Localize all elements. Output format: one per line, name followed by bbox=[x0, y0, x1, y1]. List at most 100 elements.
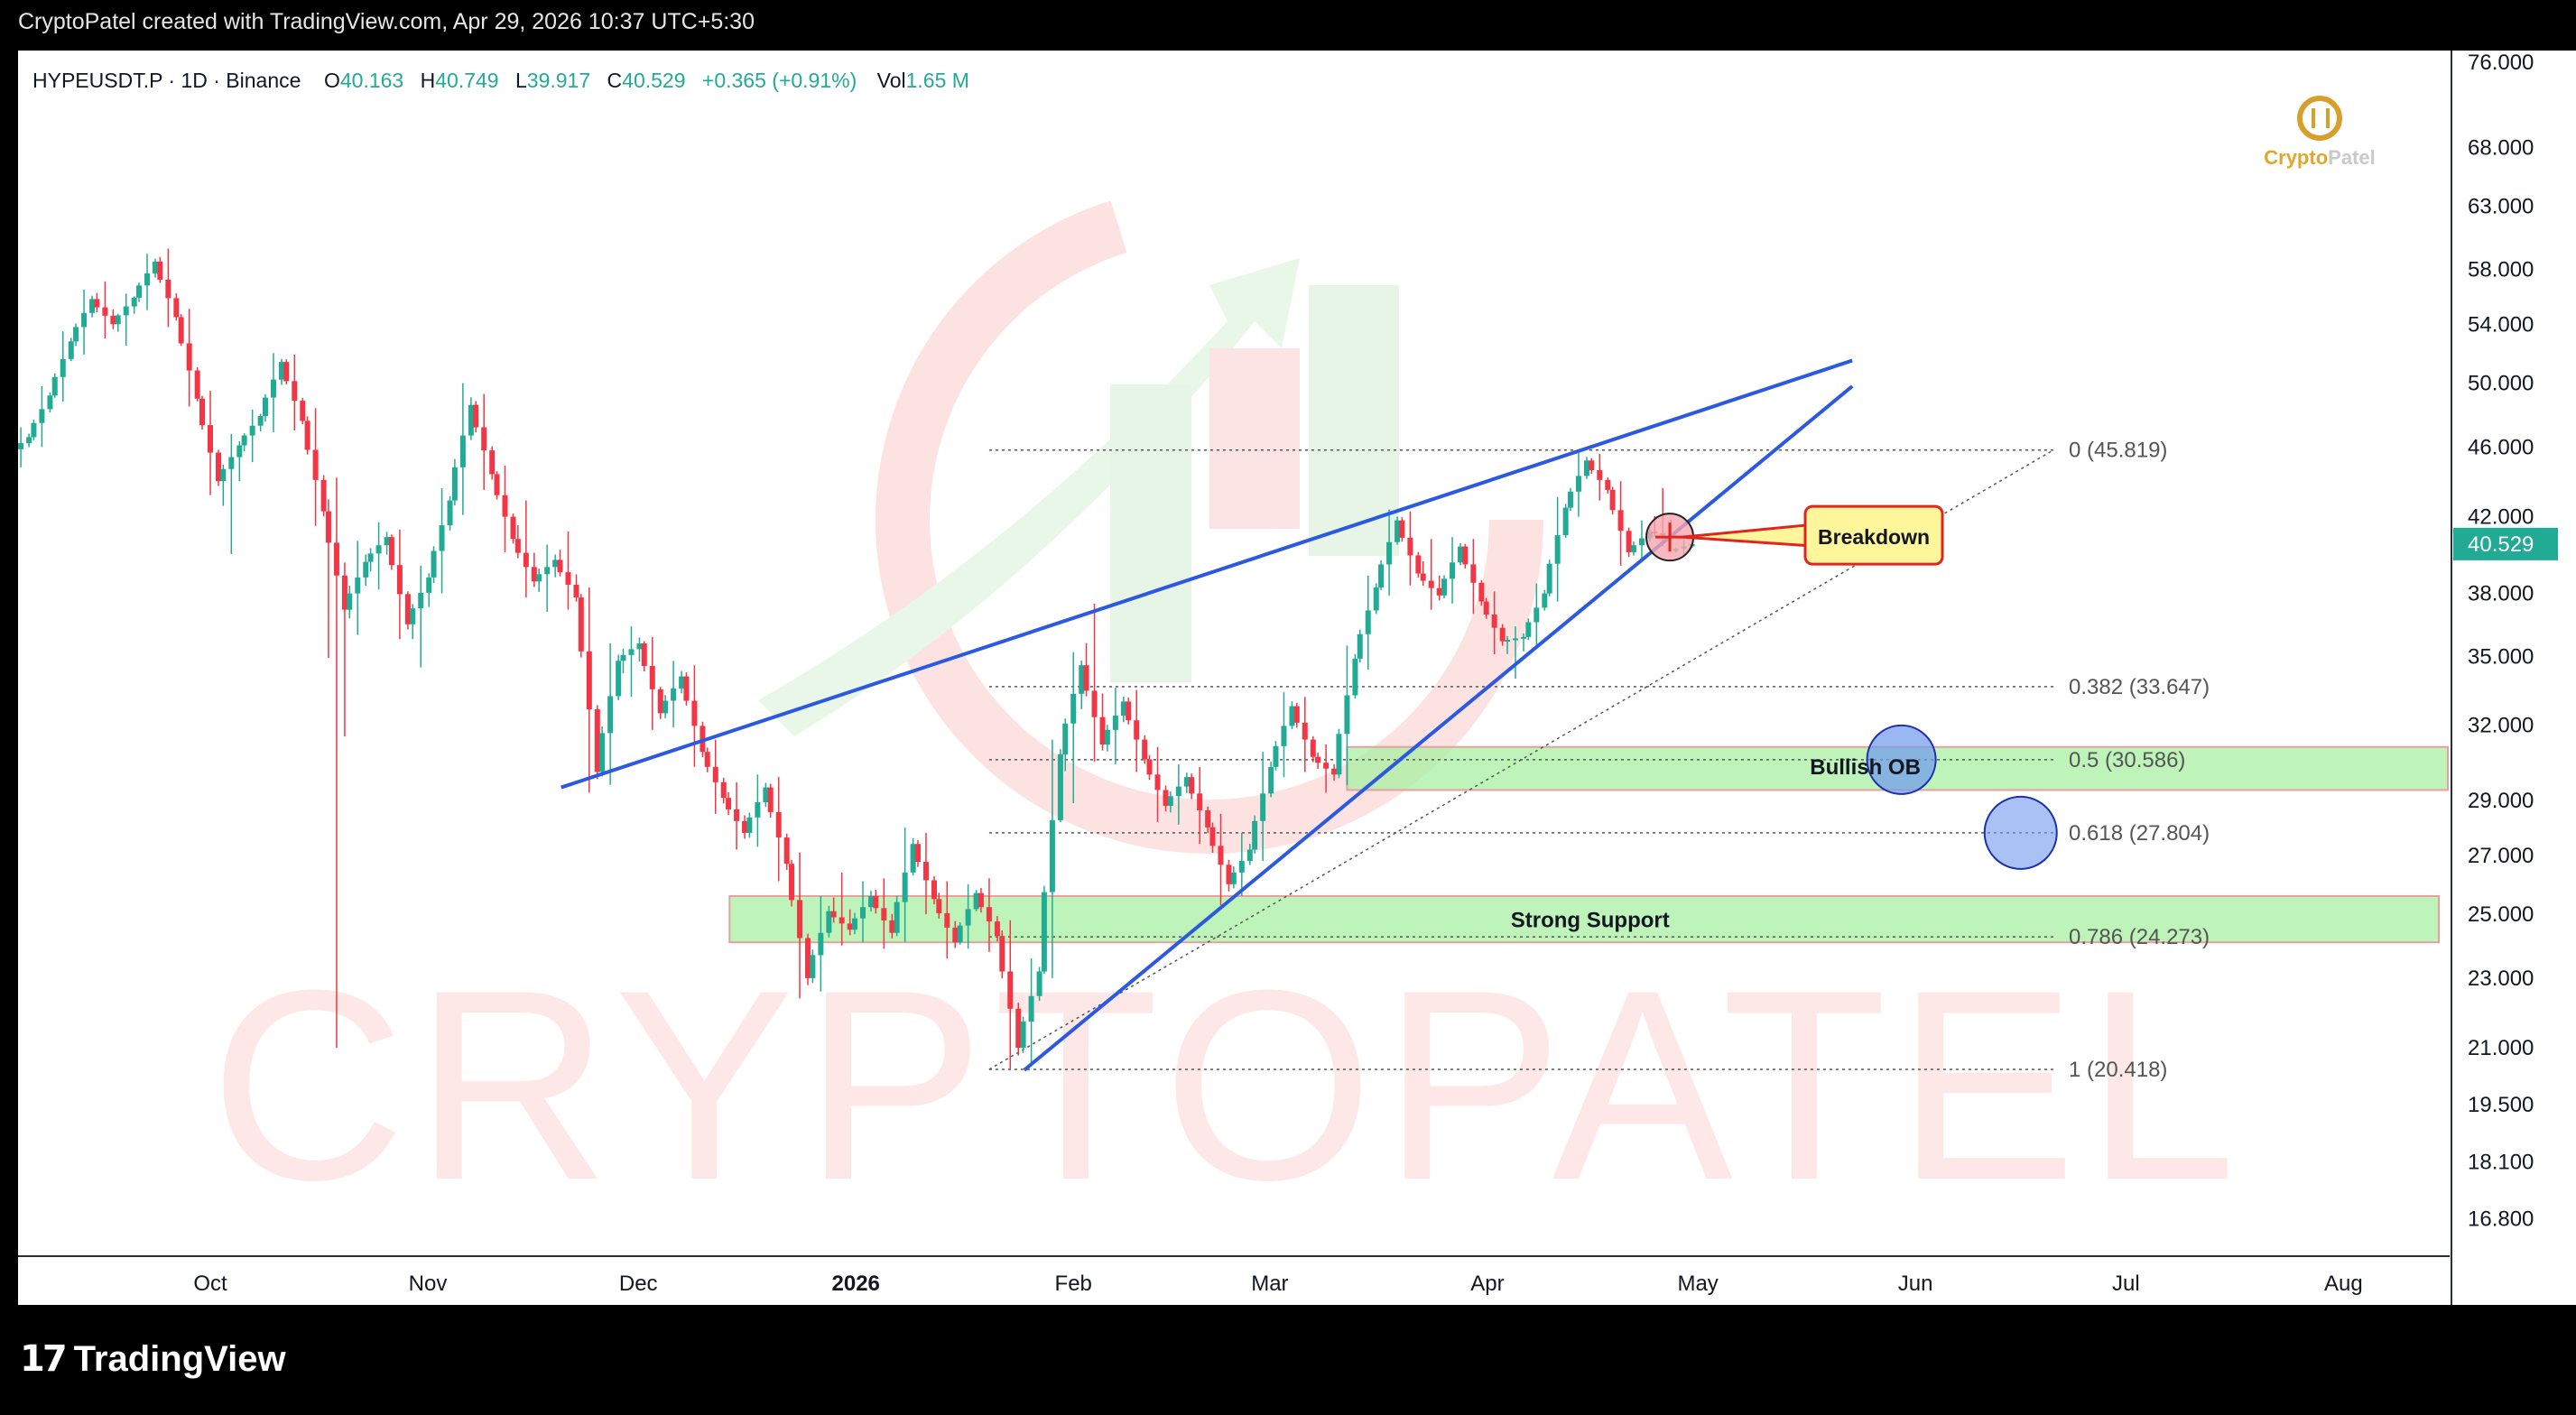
ohlc-legend[interactable]: HYPEUSDT.P · 1D · Binance O40.163 H40.74… bbox=[32, 69, 980, 93]
candle-body[interactable] bbox=[683, 676, 690, 701]
candle-body[interactable] bbox=[26, 437, 32, 444]
candle-body[interactable] bbox=[952, 927, 959, 943]
strong-support-zone[interactable] bbox=[728, 894, 2441, 944]
candle-body[interactable] bbox=[494, 474, 500, 495]
candle-body[interactable] bbox=[1268, 766, 1274, 794]
candle-body[interactable] bbox=[712, 766, 718, 782]
candle-body[interactable] bbox=[767, 787, 774, 812]
candle-body[interactable] bbox=[860, 907, 866, 919]
candle-body[interactable] bbox=[1175, 786, 1181, 797]
candle-body[interactable] bbox=[1399, 520, 1405, 538]
candle-body[interactable] bbox=[228, 457, 235, 469]
candle-body[interactable] bbox=[1273, 745, 1279, 767]
candle-body[interactable] bbox=[873, 895, 879, 909]
candle-body[interactable] bbox=[1365, 610, 1371, 634]
candle-body[interactable] bbox=[1252, 820, 1258, 850]
candle-body[interactable] bbox=[1289, 706, 1295, 726]
candle-body[interactable] bbox=[852, 918, 857, 930]
candle-body[interactable] bbox=[18, 443, 24, 449]
candle-body[interactable] bbox=[51, 376, 58, 396]
candle-body[interactable] bbox=[1542, 593, 1548, 608]
candle-body[interactable] bbox=[536, 574, 542, 582]
candle-body[interactable] bbox=[249, 425, 255, 436]
candle-body[interactable] bbox=[1083, 665, 1089, 691]
candle-body[interactable] bbox=[734, 809, 740, 821]
candle-body[interactable] bbox=[418, 592, 424, 609]
candle-body[interactable] bbox=[367, 553, 374, 562]
candle-body[interactable] bbox=[742, 820, 748, 833]
chart-area[interactable]: CRYPTOPATEL Strong Support 0 (45.819) 0.382… bbox=[18, 51, 2450, 1305]
candle-body[interactable] bbox=[439, 525, 445, 551]
candle-body[interactable] bbox=[894, 902, 900, 933]
candle-body[interactable] bbox=[136, 285, 143, 298]
candle-body[interactable] bbox=[1310, 739, 1316, 757]
candle-body[interactable] bbox=[1091, 690, 1098, 717]
candle-body[interactable] bbox=[375, 545, 382, 554]
candle-body[interactable] bbox=[1197, 793, 1203, 810]
candle-body[interactable] bbox=[60, 358, 66, 377]
candle-body[interactable] bbox=[320, 479, 327, 512]
candle-body[interactable] bbox=[31, 422, 37, 438]
candle-body[interactable] bbox=[797, 900, 803, 939]
candle-body[interactable] bbox=[1458, 546, 1464, 563]
candle-body[interactable] bbox=[641, 643, 647, 666]
bullish-ob-circle[interactable] bbox=[1866, 724, 1937, 795]
candle-body[interactable] bbox=[1415, 555, 1422, 574]
candle-body[interactable] bbox=[1626, 531, 1632, 552]
candle-body[interactable] bbox=[1189, 777, 1195, 794]
candle-body[interactable] bbox=[663, 700, 669, 714]
candle-body[interactable] bbox=[1638, 538, 1645, 546]
fib-0618-circle[interactable] bbox=[1983, 795, 2058, 870]
candle-body[interactable] bbox=[594, 708, 600, 772]
candle-body[interactable] bbox=[1120, 701, 1126, 716]
candle-body[interactable] bbox=[671, 688, 677, 701]
candle-body[interactable] bbox=[1373, 587, 1379, 611]
tradingview-logo[interactable]: 17 TradingView bbox=[20, 1338, 286, 1380]
candle-body[interactable] bbox=[1583, 460, 1589, 476]
candle-body[interactable] bbox=[783, 837, 790, 865]
candle-body[interactable] bbox=[241, 435, 247, 446]
candle-body[interactable] bbox=[957, 925, 963, 943]
candle-body[interactable] bbox=[68, 341, 74, 359]
candle-body[interactable] bbox=[620, 654, 626, 661]
candle-body[interactable] bbox=[333, 542, 339, 576]
candle-body[interactable] bbox=[978, 892, 984, 908]
candle-body[interactable] bbox=[1146, 759, 1153, 775]
candle-body[interactable] bbox=[573, 584, 579, 598]
candle-body[interactable] bbox=[544, 567, 551, 575]
candle-body[interactable] bbox=[1505, 640, 1510, 643]
candle-body[interactable] bbox=[1183, 777, 1190, 787]
candle-body[interactable] bbox=[1491, 615, 1497, 628]
candle-body[interactable] bbox=[1134, 720, 1140, 740]
candle-body[interactable] bbox=[1049, 819, 1055, 892]
candle-body[interactable] bbox=[944, 912, 950, 928]
candle-body[interactable] bbox=[1142, 739, 1148, 760]
candle-body[interactable] bbox=[312, 449, 319, 480]
candle-body[interactable] bbox=[818, 932, 824, 956]
candle-body[interactable] bbox=[1525, 622, 1532, 637]
candle-body[interactable] bbox=[257, 416, 264, 426]
candle-body[interactable] bbox=[514, 539, 521, 553]
candle-body[interactable] bbox=[131, 297, 137, 307]
candle-body[interactable] bbox=[691, 700, 698, 726]
candle-body[interactable] bbox=[1126, 701, 1132, 721]
candle-body[interactable] bbox=[110, 315, 116, 325]
candle-body[interactable] bbox=[157, 261, 163, 280]
candle-body[interactable] bbox=[557, 560, 563, 573]
candle-body[interactable] bbox=[1079, 665, 1085, 694]
candle-body[interactable] bbox=[1218, 846, 1224, 865]
candle-body[interactable] bbox=[1450, 562, 1456, 579]
candle-body[interactable] bbox=[973, 892, 979, 910]
candle-body[interactable] bbox=[199, 398, 205, 426]
candle-body[interactable] bbox=[679, 676, 685, 689]
candle-body[interactable] bbox=[1436, 587, 1442, 596]
candle-body[interactable] bbox=[1589, 460, 1595, 470]
candle-body[interactable] bbox=[763, 787, 769, 803]
lower-trendline[interactable] bbox=[1023, 384, 1854, 1072]
candle-body[interactable] bbox=[726, 798, 732, 809]
candle-body[interactable] bbox=[1238, 861, 1245, 873]
candle-body[interactable] bbox=[1302, 722, 1308, 740]
candle-body[interactable] bbox=[755, 802, 761, 818]
candle-body[interactable] bbox=[805, 938, 811, 978]
candle-body[interactable] bbox=[73, 327, 79, 342]
